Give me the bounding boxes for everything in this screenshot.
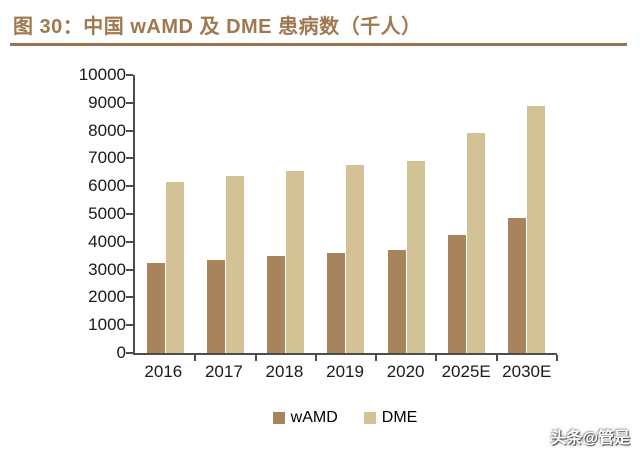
y-tick-label-0: 0 xyxy=(116,343,126,362)
legend-item-wamd: wAMD xyxy=(272,409,338,427)
y-tick-label-2000: 2000 xyxy=(88,287,126,307)
x-tick-label-2017: 2017 xyxy=(204,362,243,381)
bar-wamd-2019 xyxy=(327,252,346,353)
bar-wamd-2025E xyxy=(448,234,467,353)
y-tick-mark xyxy=(126,213,133,215)
y-tick-mark xyxy=(126,129,133,132)
y-tick-label-5000: 5000 xyxy=(88,204,126,223)
x-tick-label-2019: 2019 xyxy=(326,362,364,381)
bar-dme-2020 xyxy=(406,161,425,353)
bar-group-2017 xyxy=(195,75,257,361)
y-tick-label-1000: 1000 xyxy=(88,315,126,335)
y-tick-mark xyxy=(126,185,133,188)
legend-label-wamd: wAMD xyxy=(290,409,338,426)
watermark: 头条@管是 xyxy=(550,430,630,447)
legend-label-dme: DME xyxy=(381,409,418,426)
y-tick-mark xyxy=(126,268,133,271)
bar-dme-2016 xyxy=(165,182,184,353)
bar-wamd-2017 xyxy=(206,259,225,353)
y-tick-mark xyxy=(126,101,133,104)
bar-group-2020 xyxy=(376,75,438,361)
bar-dme-2017 xyxy=(225,176,244,353)
legend-item-dme: DME xyxy=(363,409,418,427)
bar-wamd-2018 xyxy=(267,255,286,353)
bar-wamd-2030E xyxy=(508,218,527,353)
legend-swatch-dme xyxy=(363,412,376,424)
x-tick-label-2025E: 2025E xyxy=(441,362,491,381)
bar-group-2030E xyxy=(497,75,559,361)
legend-swatch-wamd xyxy=(272,412,285,424)
x-axis-labels: 2016 2017 2018 2019 2020 2025E 2030E xyxy=(133,362,557,382)
chart-legend: wAMD DME xyxy=(133,409,557,427)
y-tick-label-7000: 7000 xyxy=(88,148,126,168)
y-tick-label-9000: 9000 xyxy=(88,92,126,112)
x-tick-label-2030E: 2030E xyxy=(502,362,552,381)
y-tick-label-8000: 8000 xyxy=(88,120,126,140)
figure-title: 图 30：中国 wAMD 及 DME 患病数（千人） xyxy=(13,16,422,38)
bar-dme-2030E xyxy=(527,105,546,353)
bar-group-2018 xyxy=(256,75,318,361)
y-tick-label-3000: 3000 xyxy=(88,259,126,279)
bar-wamd-2016 xyxy=(146,262,165,353)
y-tick-mark xyxy=(126,324,133,327)
bar-wamd-2020 xyxy=(387,250,406,353)
y-tick-label-6000: 6000 xyxy=(88,176,126,196)
y-tick-mark xyxy=(126,296,133,299)
y-tick-mark xyxy=(126,352,133,354)
x-tick-label-2016: 2016 xyxy=(144,362,183,381)
plot-area xyxy=(133,75,559,361)
title-underline xyxy=(10,43,627,46)
bar-dme-2025E xyxy=(467,133,486,353)
bar-group-2025E xyxy=(436,75,498,361)
bar-dme-2019 xyxy=(346,165,365,353)
x-tick-label-2018: 2018 xyxy=(265,362,304,381)
bar-dme-2018 xyxy=(286,170,305,353)
bar-group-2016 xyxy=(135,75,197,361)
y-tick-label-4000: 4000 xyxy=(88,231,126,251)
y-tick-mark xyxy=(126,74,133,76)
y-tick-mark xyxy=(126,240,133,243)
y-tick-mark xyxy=(126,157,133,160)
y-tick-label-10000: 10000 xyxy=(78,65,126,84)
bar-group-2019 xyxy=(316,75,378,361)
x-tick-label-2020: 2020 xyxy=(386,362,425,381)
